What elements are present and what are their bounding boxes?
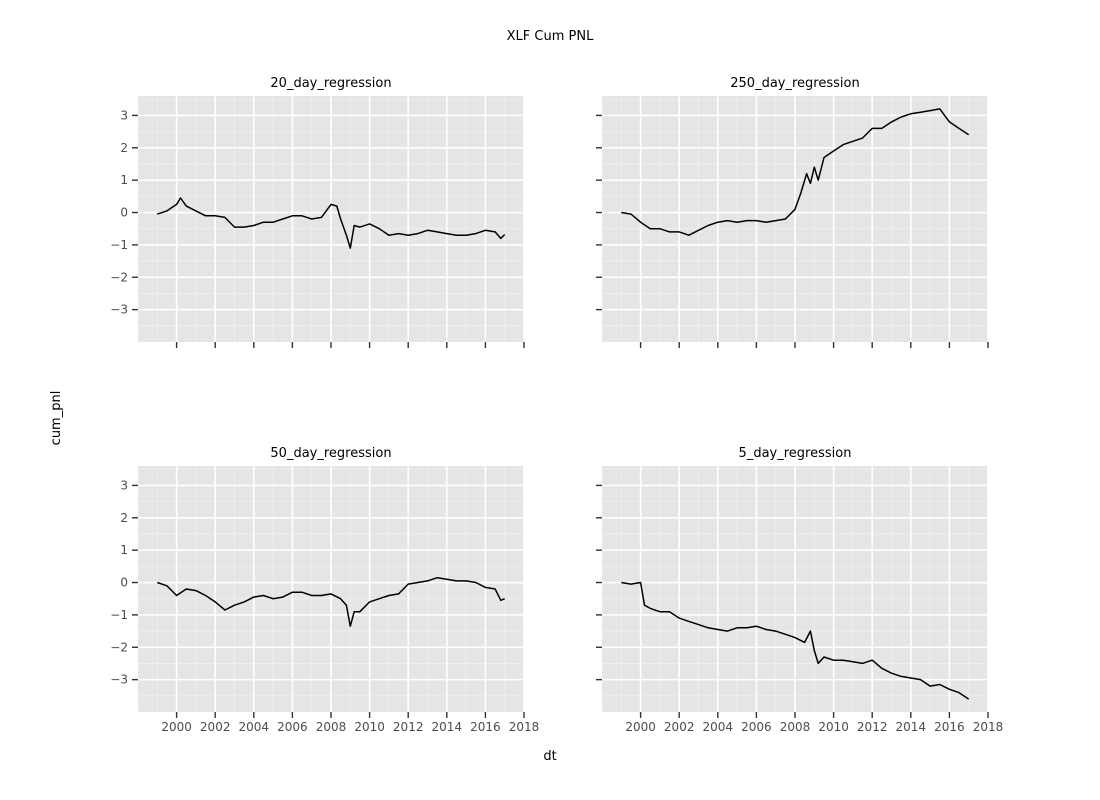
facet-strip-label: 5_day_regression — [739, 446, 852, 461]
cum-pnl-line — [157, 197, 506, 249]
facet-strip-label: 50_day_regression — [270, 446, 391, 461]
x-tick-label: 2010 — [354, 720, 385, 734]
x-tick-label: 2016 — [470, 720, 501, 734]
x-tick-label: 2014 — [896, 720, 927, 734]
y-tick-label: 0 — [120, 576, 128, 590]
y-tick-label: −2 — [110, 640, 128, 654]
chart-title: XLF Cum PNL — [507, 29, 594, 44]
y-tick-label: 2 — [120, 511, 128, 525]
y-tick-label: −1 — [110, 608, 128, 622]
x-tick-label: 2018 — [509, 720, 540, 734]
y-tick-label: −2 — [110, 270, 128, 284]
x-tick-label: 2006 — [741, 720, 772, 734]
panels-layer: 20_day_regression−3−2−10123250_day_regre… — [110, 76, 1003, 734]
x-tick-label: 2002 — [664, 720, 695, 734]
y-tick-label: −1 — [110, 238, 128, 252]
y-tick-label: −3 — [110, 303, 128, 317]
cum-pnl-line — [621, 581, 970, 700]
facet-panel: 20_day_regression −3 −2 −1 0 1 2 3 — [110, 76, 525, 348]
x-tick-label: 2002 — [200, 720, 231, 734]
x-tick-label: 2012 — [393, 720, 424, 734]
x-tick-label: 2010 — [818, 720, 849, 734]
x-tick-label: 2014 — [432, 720, 463, 734]
y-tick-label: 0 — [120, 206, 128, 220]
x-tick-label: 2008 — [780, 720, 811, 734]
cum-pnl-line — [621, 108, 970, 236]
y-axis-label: cum_pnl — [49, 391, 64, 446]
facet-strip-label: 20_day_regression — [270, 76, 391, 91]
y-tick-label: 3 — [120, 478, 128, 492]
x-tick-label: 2000 — [161, 720, 192, 734]
y-tick-label: 3 — [120, 108, 128, 122]
y-tick-label: 2 — [120, 141, 128, 155]
cum-pnl-line — [157, 576, 505, 627]
facet-panel: 250_day_regression — [596, 76, 989, 348]
y-tick-label: 1 — [120, 173, 128, 187]
x-tick-label: 2016 — [934, 720, 965, 734]
x-tick-label: 2006 — [277, 720, 308, 734]
x-tick-label: 2000 — [625, 720, 656, 734]
facet-panel: 5_day_regression 2000 2002 2004 2006 2008 2010… — [596, 446, 1003, 734]
x-tick-label: 2008 — [316, 720, 347, 734]
x-tick-label: 2004 — [703, 720, 734, 734]
x-tick-label: 2018 — [973, 720, 1004, 734]
y-tick-label: −3 — [110, 673, 128, 687]
x-tick-label: 2012 — [857, 720, 888, 734]
facet-strip-label: 250_day_regression — [730, 76, 859, 91]
y-tick-label: 1 — [120, 543, 128, 557]
x-axis-label: dt — [543, 749, 556, 764]
x-tick-label: 2004 — [239, 720, 270, 734]
